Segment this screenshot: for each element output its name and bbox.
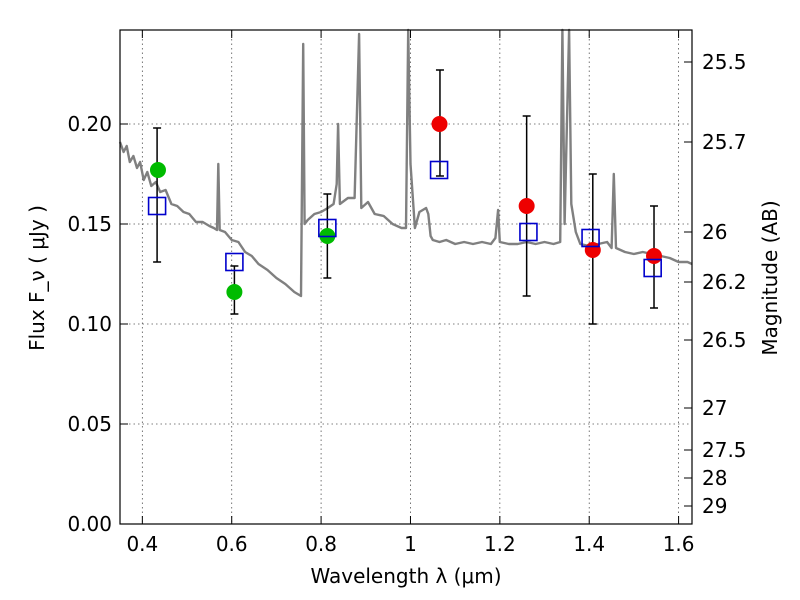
- axis-ticks: 0.4 0.6 0.8 1 1.2 1.4 1.6 0.00 0.05 0.10 0.15 0.20 2…: [67, 30, 747, 556]
- y-tick-label: 0.20: [67, 112, 112, 136]
- blue-square-marker: [581, 228, 600, 248]
- right-tick-label: 27.5: [702, 438, 747, 462]
- red-circle-marker: [584, 242, 601, 258]
- x-tick-label: 1.4: [573, 532, 605, 556]
- y-tick-label: 0.10: [67, 312, 112, 336]
- right-tick-label: 27: [702, 396, 727, 420]
- right-tick-label: 26.5: [702, 328, 747, 352]
- blue-square-marker: [519, 222, 538, 242]
- green-circle-marker: [226, 284, 243, 300]
- markers-layer: [147, 116, 663, 300]
- model-spectrum-layer: [118, 28, 693, 298]
- right-tick-label: 29: [702, 494, 727, 518]
- blue-square-marker: [643, 258, 662, 278]
- red-circle-marker: [431, 116, 448, 132]
- x-tick-label: 0.4: [126, 532, 158, 556]
- y-tick-label: 0.15: [67, 212, 112, 236]
- red-circle-marker: [518, 198, 535, 214]
- red-circle-marker: [646, 248, 663, 264]
- x-tick-label: 0.8: [305, 532, 337, 556]
- blue-square-marker: [429, 160, 449, 180]
- right-tick-label: 26.2: [702, 270, 747, 294]
- x-tick-label: 1.6: [663, 532, 695, 556]
- right-tick-label: 25.5: [702, 50, 747, 74]
- right-axis-label: Magnitude (AB): [758, 200, 782, 355]
- green-circle-marker: [149, 162, 166, 178]
- x-tick-label: 0.6: [216, 532, 248, 556]
- x-axis-label: Wavelength λ (μm): [310, 564, 501, 588]
- y-tick-label: 0.05: [67, 412, 112, 436]
- blue-square-marker: [318, 218, 337, 238]
- y-axis-label: Flux F_ν ( μJy ): [25, 205, 49, 351]
- blue-square-marker: [225, 252, 244, 272]
- right-tick-label: 25.7: [702, 130, 747, 154]
- plot-frame: [119, 29, 693, 525]
- x-tick-label: 1.2: [484, 532, 516, 556]
- model-spectrum-line: [118, 28, 693, 298]
- y-tick-label: 0.00: [67, 512, 112, 536]
- x-tick-label: 1: [404, 532, 417, 556]
- right-tick-label: 26: [702, 220, 727, 244]
- right-tick-label: 28: [702, 466, 727, 490]
- blue-square-marker: [147, 196, 167, 216]
